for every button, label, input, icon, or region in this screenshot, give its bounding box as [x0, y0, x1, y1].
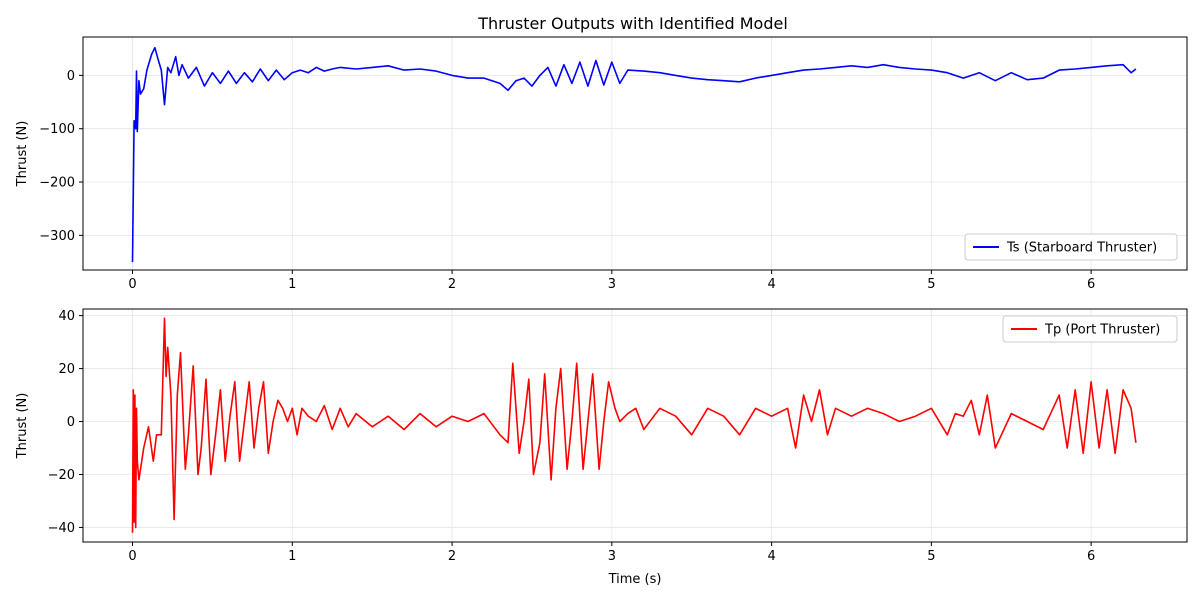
starboard-x-tick-label: 4: [767, 277, 775, 292]
port-x-tick-label: 3: [608, 549, 616, 564]
starboard-series-group: [131, 46, 1137, 263]
x-axis-title: Time (s): [608, 572, 662, 587]
port-x-tick-label: 5: [927, 549, 935, 564]
chart-title: Thruster Outputs with Identified Model: [477, 14, 788, 33]
port-legend-box: [1002, 315, 1178, 343]
starboard-x-tick-label: 5: [927, 277, 935, 292]
starboard-panel: 0 1 2 3 4 5 6 0 −100 −200 −300 Thrust (N) Ts (Star…: [15, 36, 1188, 292]
starboard-series-line: [131, 46, 1137, 263]
starboard-y-tick-label: −300: [39, 229, 75, 244]
starboard-axes-frame: [82, 36, 1188, 271]
port-y-tick-label: −20: [48, 468, 75, 483]
starboard-legend-box: [964, 233, 1178, 261]
starboard-y-tick-label: −200: [39, 176, 75, 191]
starboard-plot-area: [83, 37, 1187, 270]
port-grid: [83, 309, 1187, 542]
port-x-tick-label: 0: [128, 549, 136, 564]
port-series-group: [131, 317, 1137, 533]
port-y-tick-label: 40: [58, 309, 75, 324]
port-y-tick-label: 20: [58, 362, 75, 377]
port-x-tick-label: 4: [767, 549, 775, 564]
port-panel: 0 1 2 3 4 5 6 40 20 0 −20 −40 Thrust (N) Time (s) T…: [15, 308, 1188, 587]
starboard-x-tick-label: 1: [288, 277, 296, 292]
starboard-legend-label: Ts (Starboard Thruster): [1006, 241, 1157, 256]
port-plot-area: [83, 309, 1187, 542]
port-axes-frame: [82, 308, 1188, 543]
port-series-line: [131, 317, 1137, 533]
starboard-ticks: 0 1 2 3 4 5 6 0 −100 −200 −300: [39, 69, 1095, 292]
starboard-x-tick-label: 0: [128, 277, 136, 292]
port-y-axis-title: Thrust (N): [15, 393, 30, 460]
starboard-legend: Ts (Starboard Thruster): [964, 233, 1178, 261]
port-y-tick-label: −40: [48, 521, 75, 536]
starboard-x-tick-label: 6: [1087, 277, 1095, 292]
starboard-y-axis-title: Thrust (N): [15, 121, 30, 188]
port-x-tick-label: 6: [1087, 549, 1095, 564]
port-legend: Tp (Port Thruster): [1002, 315, 1178, 343]
starboard-y-tick-label: −100: [39, 122, 75, 137]
port-y-tick-label: 0: [67, 415, 75, 430]
port-ticks: 0 1 2 3 4 5 6 40 20 0 −20 −40: [48, 309, 1096, 564]
starboard-x-tick-label: 3: [608, 277, 616, 292]
starboard-x-tick-label: 2: [448, 277, 456, 292]
port-x-tick-label: 2: [448, 549, 456, 564]
port-legend-label: Tp (Port Thruster): [1044, 323, 1160, 338]
port-x-tick-label: 1: [288, 549, 296, 564]
starboard-y-tick-label: 0: [67, 69, 75, 84]
